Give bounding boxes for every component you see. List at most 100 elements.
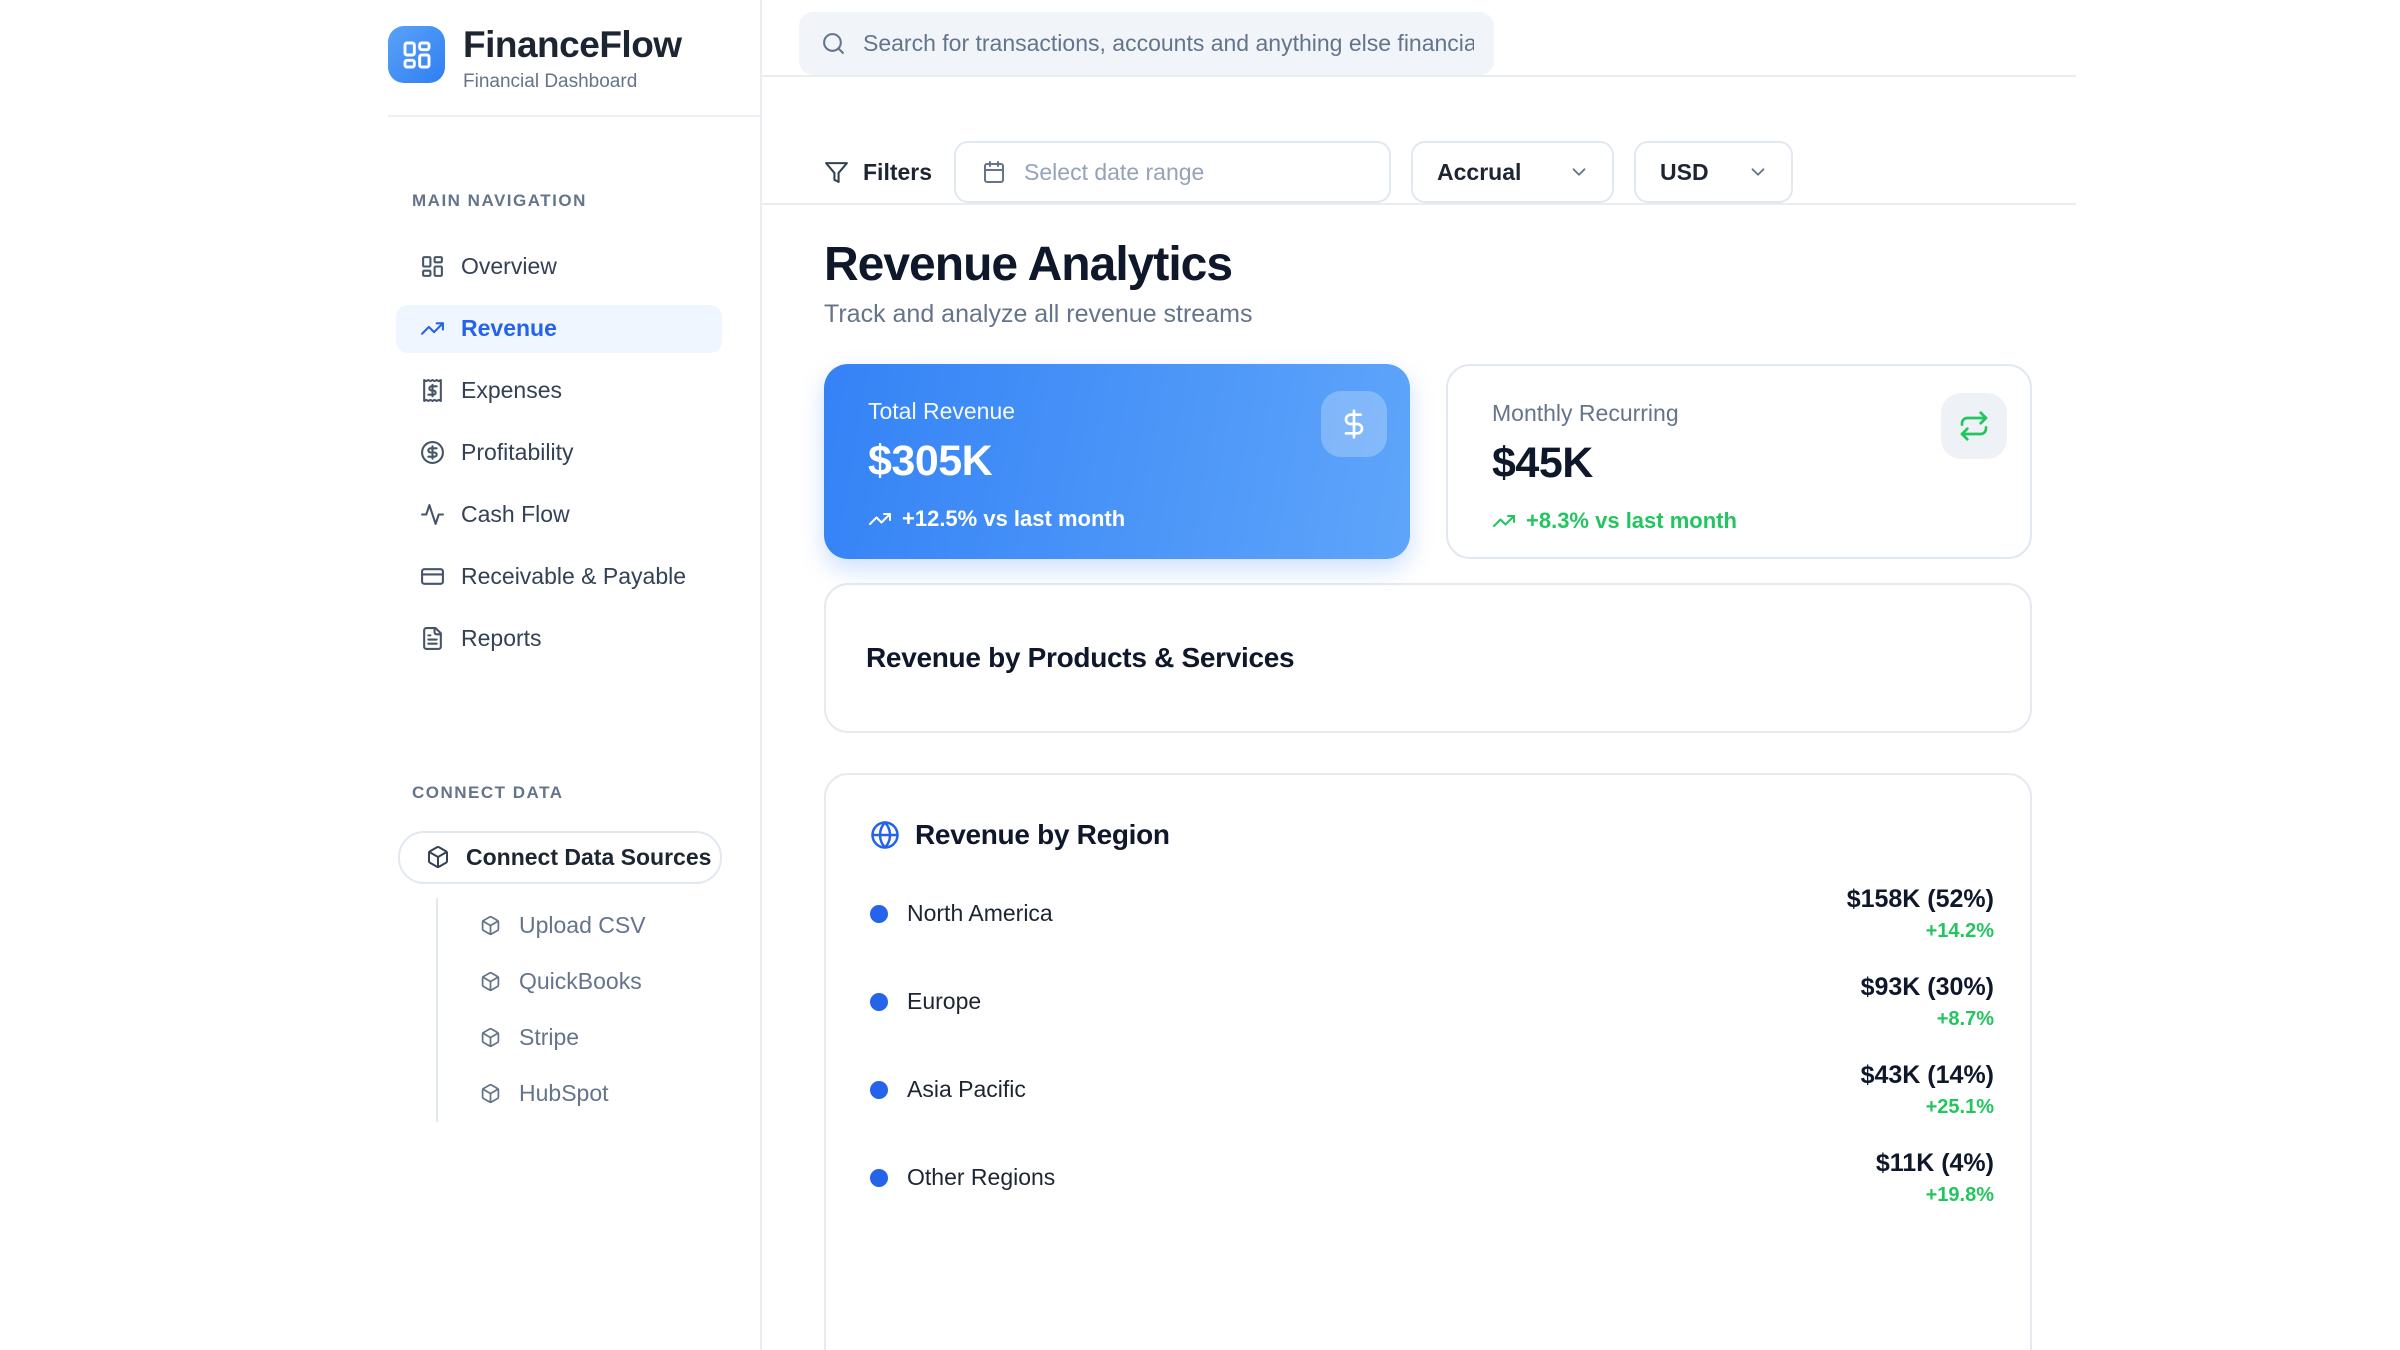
region-row-right: $158K (52%) +14.2% [1847,885,1994,943]
stat-value: $305K [868,436,993,485]
sidebar-item-label: Profitability [461,439,574,466]
connect-item-quickbooks[interactable]: QuickBooks [438,954,722,1010]
connect-item-label: HubSpot [519,1080,609,1107]
brand-block: FinanceFlow Financial Dashboard [388,0,760,117]
region-change: +8.7% [1936,1007,1994,1030]
search-icon [823,33,844,54]
chevron-down-icon [1751,168,1765,176]
search-bar [799,12,1494,75]
sidebar-item-label: Overview [461,253,557,280]
region-dot [870,1080,888,1099]
package-icon [481,1084,500,1104]
date-range-placeholder: Select date range [1024,158,1205,185]
topbar [762,0,2076,77]
sidebar-item-label: Revenue [461,315,557,342]
connect-button-label: Connect Data Sources [466,843,712,870]
filter-bar: Filters Select date range Accrual USD [762,77,2076,205]
sidebar-item-expenses[interactable]: Expenses [396,367,722,415]
package-icon [428,846,448,869]
sidebar-item-revenue[interactable]: Revenue [396,304,722,353]
region-change: +14.2% [1925,919,1994,942]
trending-up-icon [1493,514,1515,527]
region-row-asia-pacific: Asia Pacific $43K (14%) +25.1% [870,1061,1994,1119]
sidebar-item-cash-flow[interactable]: Cash Flow [396,491,722,539]
region-section-header: Revenue by Region [870,819,1994,851]
region-row-left: North America [870,900,1053,927]
sidebar: FinanceFlow Financial Dashboard MAIN NAV… [0,0,762,1350]
page-subtitle: Track and analyze all revenue streams [824,299,1253,328]
main-navigation: Overview Revenue Expenses Profitabil [388,243,722,663]
region-row-right: $43K (14%) +25.1% [1861,1061,1994,1119]
accounting-basis-value: Accrual [1437,158,1522,185]
main-navigation-heading: MAIN NAVIGATION [412,190,587,210]
package-icon [481,916,500,936]
date-range-picker[interactable]: Select date range [954,141,1392,203]
region-value: $93K (30%) [1860,972,1994,1001]
stats-grid: Total Revenue $305K +12.5% vs last month [824,363,2032,559]
region-name: Asia Pacific [907,1076,1026,1103]
dollar-sign-icon [1344,409,1364,439]
sidebar-item-reports[interactable]: Reports [396,615,722,663]
region-dot [870,992,888,1011]
region-rows: North America $158K (52%) +14.2% Europe [870,885,1994,1207]
sidebar-item-profitability[interactable]: Profitability [396,429,722,477]
region-row-europe: Europe $93K (30%) +8.7% [870,973,1994,1031]
connect-data-heading: CONNECT DATA [412,782,564,802]
globe-icon [871,821,899,849]
recurring-badge [1941,392,2007,459]
credit-card-icon [421,568,444,586]
region-value: $11K (4%) [1875,1148,1994,1177]
layout-dashboard-icon [422,256,443,278]
activity-pulse-icon [421,504,444,526]
revenue-by-products-card: Revenue by Products & Services [824,582,2032,733]
package-icon [481,1028,500,1048]
region-name: North America [907,900,1053,927]
stat-label: Monthly Recurring [1492,399,1679,426]
accounting-basis-select[interactable]: Accrual [1411,141,1615,203]
funnel-icon [825,161,848,183]
filters-label: Filters [863,158,933,185]
region-value: $43K (14%) [1860,1060,1994,1089]
region-section-title: Revenue by Region [915,818,1170,850]
currency-select[interactable]: USD [1634,141,1794,203]
chevron-down-icon [1572,168,1586,176]
receipt-icon [423,379,442,403]
region-name: Other Regions [907,1164,1056,1191]
connect-sources-list: Upload CSV QuickBooks Stripe [436,897,722,1122]
sidebar-item-label: Expenses [461,377,563,404]
connect-item-upload-csv[interactable]: Upload CSV [438,898,722,954]
trending-up-icon [421,322,444,336]
sidebar-item-label: Receivable & Payable [461,563,687,590]
stat-label: Total Revenue [868,397,1016,424]
revenue-by-region-card: Revenue by Region North America $158K (5… [824,772,2032,1350]
stat-trend: +8.3% vs last month [1492,508,2030,534]
sidebar-item-receivable-payable[interactable]: Receivable & Payable [396,553,722,601]
sidebar-item-label: Cash Flow [461,501,570,528]
connect-item-hubspot[interactable]: HubSpot [438,1066,722,1122]
connect-data-sources-button[interactable]: Connect Data Sources [398,830,722,884]
connect-item-label: Stripe [519,1024,580,1051]
region-name: Europe [907,988,982,1015]
calendar-icon [984,161,1005,183]
region-row-left: Other Regions [870,1164,1055,1191]
region-dot [870,1168,888,1187]
region-value: $158K (52%) [1846,884,1994,913]
repeat-icon [1960,411,1988,441]
filters-button[interactable]: Filters [824,141,932,203]
file-text-icon [423,627,442,651]
page-title: Revenue Analytics [824,238,1233,291]
package-icon [481,972,500,992]
brand-text: FinanceFlow Financial Dashboard [463,25,682,93]
region-row-right: $11K (4%) +19.8% [1876,1149,1994,1207]
connect-item-stripe[interactable]: Stripe [438,1010,722,1066]
stat-trend-text: +12.5% vs last month [902,505,1126,531]
circle-dollar-icon [421,441,444,465]
products-section-title: Revenue by Products & Services [866,641,1295,673]
search-input[interactable] [799,12,1494,75]
total-revenue-card: Total Revenue $305K +12.5% vs last month [824,363,1410,559]
brand-tagline: Financial Dashboard [463,70,638,92]
sidebar-item-overview[interactable]: Overview [396,243,722,291]
region-row-north-america: North America $158K (52%) +14.2% [870,885,1994,943]
brand-logo [388,26,445,83]
